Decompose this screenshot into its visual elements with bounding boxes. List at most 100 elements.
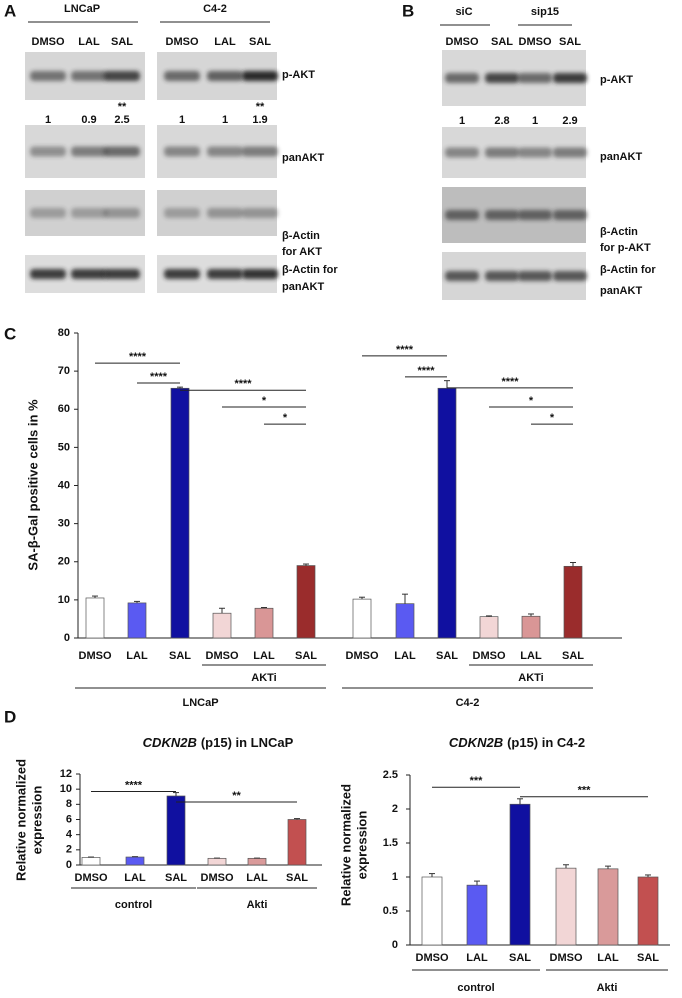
bar	[125, 856, 145, 866]
bar	[85, 597, 105, 639]
significance: **	[256, 101, 265, 113]
blot-band	[71, 208, 107, 218]
row-label: panAKT	[600, 151, 642, 163]
row-label: panAKT	[600, 285, 642, 297]
blot-band	[164, 269, 200, 279]
title-rest: (p15) in LNCaP	[201, 735, 294, 750]
y-tick-label: 20	[58, 556, 70, 568]
lane-label: LAL	[78, 36, 100, 48]
x-tick-label: SAL	[295, 650, 317, 662]
significance: *	[262, 395, 267, 407]
blot-band	[164, 71, 200, 81]
blot-band	[71, 71, 107, 81]
significance: **	[118, 101, 127, 113]
blot-band	[242, 146, 278, 157]
significance: *	[550, 412, 555, 424]
y-tick-label: 0	[392, 939, 398, 951]
bar	[395, 603, 415, 639]
y-tick-label: 0.5	[383, 905, 398, 917]
significance: ****	[125, 779, 143, 791]
bar	[352, 598, 372, 639]
x-tick-label: SAL	[637, 952, 659, 964]
group-label: sip15	[531, 6, 559, 18]
bar	[563, 565, 583, 639]
y-tick-label: 8	[66, 798, 72, 810]
lane-label: DMSO	[446, 36, 479, 48]
x-tick-label: DMSO	[75, 872, 108, 884]
y-tick-label: 60	[58, 403, 70, 415]
y-axis-label: expression	[29, 786, 44, 855]
x-tick-label: DMSO	[473, 650, 506, 662]
y-tick-label: 10	[60, 783, 72, 795]
group-label: Akti	[247, 899, 268, 911]
title-gene: CDKN2B	[143, 735, 197, 750]
significance: ***	[578, 785, 592, 797]
blot-band	[518, 73, 552, 83]
row-label: for p-AKT	[600, 242, 651, 254]
blot-band	[104, 146, 140, 157]
x-tick-label: SAL	[562, 650, 584, 662]
panel-label: A	[4, 1, 16, 20]
group-label: AKTi	[251, 672, 276, 684]
group-label: LNCaP	[182, 697, 218, 709]
x-tick-label: LAL	[124, 872, 146, 884]
x-tick-label: SAL	[169, 650, 191, 662]
blot-band	[485, 271, 519, 281]
bar	[212, 612, 232, 639]
quantification: 1.9	[252, 114, 267, 126]
x-tick-label: DMSO	[550, 952, 583, 964]
x-tick-label: LAL	[126, 650, 148, 662]
quantification: 1	[532, 115, 538, 127]
blot-band	[518, 271, 552, 281]
x-tick-label: SAL	[436, 650, 458, 662]
lane-label: SAL	[111, 36, 133, 48]
blot-band	[518, 147, 552, 158]
blot-band	[207, 146, 243, 157]
row-label: p-AKT	[282, 69, 315, 81]
blot-band	[518, 210, 552, 220]
y-tick-label: 2.5	[383, 769, 398, 781]
x-tick-label: DMSO	[201, 872, 234, 884]
quantification: 2.5	[114, 114, 129, 126]
lane-label: DMSO	[519, 36, 552, 48]
blot-band	[445, 271, 479, 281]
significance: ****	[501, 376, 519, 388]
blot-band	[242, 71, 278, 81]
quantification: 1	[222, 114, 228, 126]
significance: ****	[129, 351, 147, 363]
chart-title: CDKN2B (p15) in LNCaP	[143, 735, 294, 750]
bar	[296, 565, 316, 639]
x-tick-label: DMSO	[346, 650, 379, 662]
blot-band	[207, 71, 243, 81]
x-tick-label: LAL	[253, 650, 275, 662]
x-tick-label: LAL	[597, 952, 619, 964]
y-tick-label: 70	[58, 365, 70, 377]
bar	[466, 884, 488, 946]
title-gene: CDKN2B	[449, 735, 503, 750]
quantification: 1	[459, 115, 465, 127]
bar	[637, 876, 659, 946]
significance: ****	[234, 378, 252, 390]
y-axis-label: SA-β-Gal positive cells in %	[25, 399, 40, 571]
bar	[247, 857, 267, 866]
bar	[254, 607, 274, 639]
significance: ****	[396, 344, 414, 356]
quantification: 2.9	[562, 115, 577, 127]
y-tick-label: 80	[58, 327, 70, 339]
blot-band	[445, 210, 479, 220]
lane-label: SAL	[491, 36, 513, 48]
significance: ****	[417, 365, 435, 377]
row-label: β-Actin	[600, 226, 638, 238]
x-tick-label: DMSO	[206, 650, 239, 662]
bar	[479, 616, 499, 639]
blot-band	[485, 73, 519, 83]
y-tick-label: 40	[58, 479, 70, 491]
blot-band	[71, 146, 107, 157]
blot-band	[30, 71, 66, 81]
blot-band	[104, 269, 140, 279]
row-label: p-AKT	[600, 74, 633, 86]
quantification: 2.8	[494, 115, 509, 127]
x-tick-label: SAL	[165, 872, 187, 884]
blot-band	[485, 147, 519, 158]
group-label: C4-2	[456, 697, 480, 709]
